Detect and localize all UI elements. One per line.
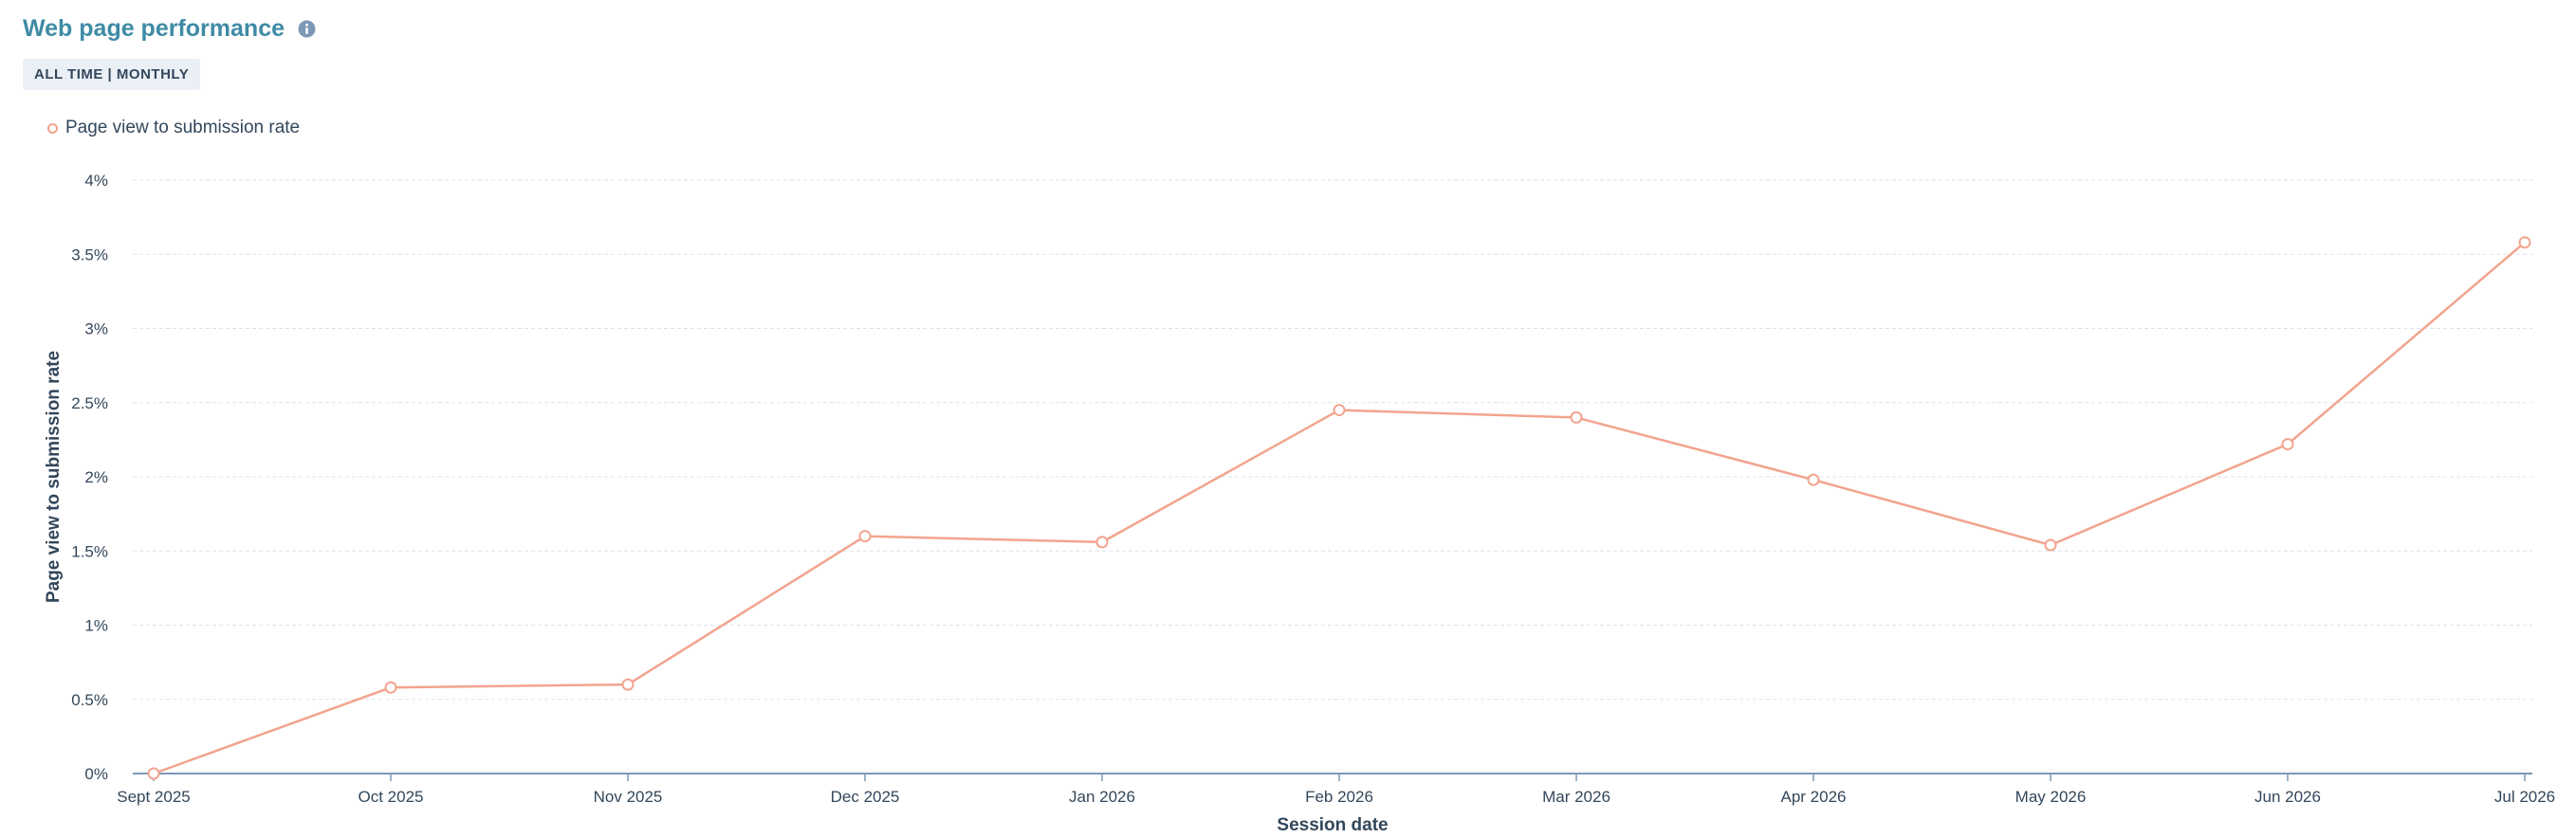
legend-item[interactable]: Page view to submission rate	[47, 118, 300, 138]
y-tick-label: 1.5%	[71, 542, 108, 560]
y-tick-label: 2.5%	[71, 394, 108, 412]
chart-header: Web page performance	[23, 15, 316, 43]
data-point[interactable]	[147, 767, 160, 780]
series-layer	[147, 236, 2531, 780]
data-point[interactable]	[384, 681, 397, 694]
x-tick-label: Mar 2026	[1542, 788, 1610, 806]
data-point[interactable]	[1333, 404, 1346, 417]
y-tick-label: 4%	[84, 172, 108, 190]
data-point[interactable]	[1570, 410, 1583, 424]
axes: 0% 0.5% 1% 1.5% 2% 2.5% 3% 3.5% 4% Sept 2025 Oct 2…	[71, 172, 2555, 806]
data-point[interactable]	[1095, 536, 1109, 549]
x-tick-label: Apr 2026	[1781, 788, 1847, 806]
data-point[interactable]	[1807, 473, 1820, 486]
data-point[interactable]	[2518, 236, 2531, 249]
y-tick-label: 3.5%	[71, 246, 108, 264]
x-tick-label: Jan 2026	[1069, 788, 1135, 806]
x-tick-label: Sept 2025	[117, 788, 191, 806]
x-axis-title: Session date	[1277, 815, 1388, 835]
y-axis-title: Page view to submission rate	[44, 351, 64, 603]
data-point[interactable]	[621, 678, 635, 691]
data-point[interactable]	[2044, 538, 2057, 552]
x-tick-label: Oct 2025	[359, 788, 424, 806]
x-tick-label: Jul 2026	[2494, 788, 2555, 806]
info-icon[interactable]	[298, 20, 316, 38]
date-range-tag[interactable]: ALL TIME | MONTHLY	[23, 59, 201, 90]
x-tick-label: May 2026	[2015, 788, 2087, 806]
x-tick-label: Jun 2026	[2254, 788, 2321, 806]
legend-marker-icon	[47, 122, 58, 134]
grid-lines	[133, 179, 2532, 701]
data-point[interactable]	[858, 530, 872, 543]
x-tick-label: Nov 2025	[594, 788, 663, 806]
y-tick-label: 3%	[84, 320, 108, 338]
x-tick-label: Dec 2025	[831, 788, 900, 806]
series-line	[153, 241, 2526, 775]
x-tick-label: Feb 2026	[1305, 788, 1373, 806]
y-tick-label: 0.5%	[71, 691, 108, 709]
y-tick-label: 1%	[84, 617, 108, 635]
legend-label: Page view to submission rate	[65, 118, 301, 137]
data-point[interactable]	[2281, 438, 2294, 451]
chart-title: Web page performance	[23, 15, 285, 42]
y-tick-label: 0%	[84, 765, 108, 783]
y-tick-label: 2%	[84, 468, 108, 486]
